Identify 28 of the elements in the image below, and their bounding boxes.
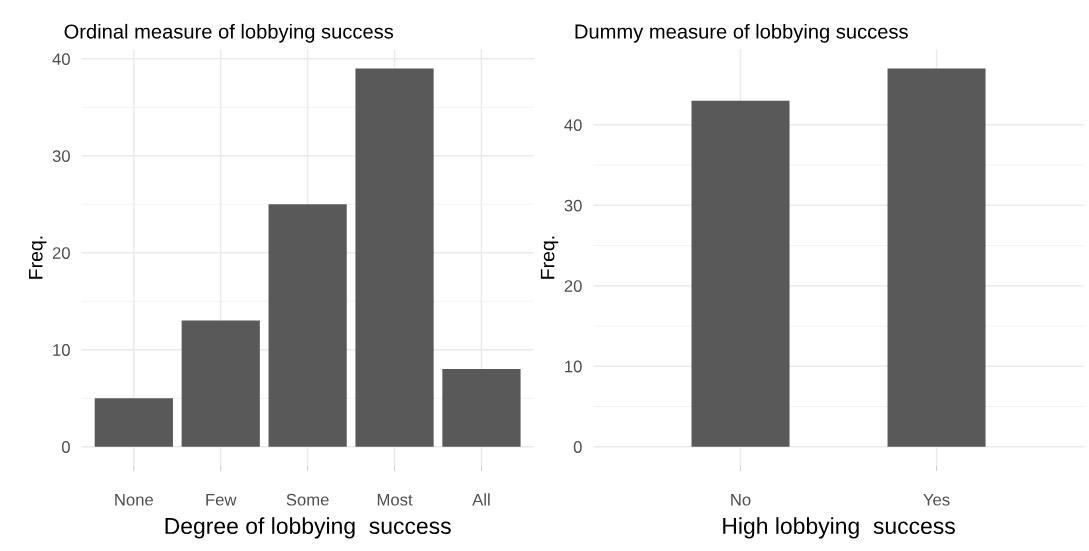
chart-title: Dummy measure of lobbying success xyxy=(575,23,908,43)
y-tick-label: 30 xyxy=(564,199,582,212)
y-tick-label: 0 xyxy=(573,441,582,453)
y-tick-label: 10 xyxy=(565,360,582,373)
x-axis-title: High lobbying success xyxy=(723,517,955,539)
y-tick-label: 30 xyxy=(52,150,70,162)
x-tick-label: All xyxy=(472,493,490,506)
x-tick-label: None xyxy=(115,493,153,506)
bar xyxy=(268,204,347,447)
x-tick-label: No xyxy=(731,493,751,506)
y-tick-label: 0 xyxy=(61,441,70,453)
chart-title: Ordinal measure of lobbying success xyxy=(64,23,394,43)
x-axis-title: Degree of lobbying success xyxy=(165,517,451,539)
y-tick-label: 40 xyxy=(52,53,70,66)
y-tick-label: 40 xyxy=(564,119,582,132)
bar xyxy=(181,320,260,447)
bar xyxy=(355,68,434,447)
y-tick-label: 20 xyxy=(564,280,582,292)
x-tick-label: Yes xyxy=(923,493,950,506)
y-tick-label: 20 xyxy=(52,247,70,259)
y-tick-label: 10 xyxy=(53,344,70,356)
x-tick-label: Few xyxy=(206,493,237,506)
x-tick-label: Most xyxy=(377,493,413,506)
bar xyxy=(442,369,521,447)
y-axis-title: Freq. xyxy=(540,236,559,279)
bar xyxy=(94,398,173,447)
y-axis-title: Freq. xyxy=(29,236,47,279)
x-tick-label: Some xyxy=(286,493,329,506)
